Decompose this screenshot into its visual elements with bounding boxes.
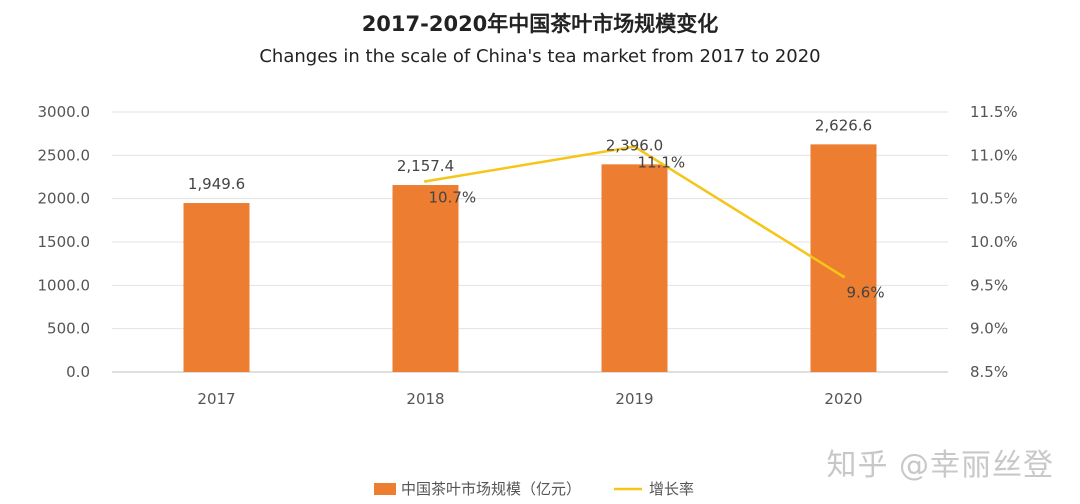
legend-bar-label: 中国茶叶市场规模（亿元）: [401, 480, 581, 498]
x-tick-label: 2020: [824, 390, 862, 408]
y-left-tick-label: 1500.0: [38, 233, 91, 251]
bar: [183, 203, 250, 372]
y-right-tick-label: 10.0%: [970, 233, 1018, 251]
x-tick-label: 2017: [197, 390, 235, 408]
y-right-tick-label: 11.0%: [970, 146, 1018, 164]
growth-rate-point: [424, 179, 427, 183]
bar: [392, 185, 459, 372]
y-left-tick-label: 0.0: [66, 363, 90, 381]
bar-data-label: 1,949.6: [188, 175, 245, 193]
y-left-tick-label: 2000.0: [38, 190, 91, 208]
legend-line-label: 增长率: [649, 480, 694, 498]
growth-rate-point: [633, 145, 636, 149]
growth-rate-point: [842, 275, 845, 279]
bar-data-label: 2,396.0: [606, 136, 663, 154]
bar: [601, 164, 668, 372]
bar-data-label: 2,626.6: [815, 116, 872, 134]
growth-rate-label: 10.7%: [429, 188, 477, 206]
growth-rate-label: 11.1%: [638, 154, 686, 172]
chart-title: 2017-2020年中国茶叶市场规模变化: [361, 12, 719, 36]
bar: [810, 144, 877, 372]
y-right-tick-label: 8.5%: [970, 363, 1008, 381]
bar-data-label: 2,157.4: [397, 157, 454, 175]
y-left-tick-label: 1000.0: [38, 276, 91, 294]
x-tick-label: 2019: [615, 390, 653, 408]
y-right-tick-label: 9.0%: [970, 320, 1008, 338]
y-left-tick-label: 3000.0: [38, 103, 91, 121]
y-left-tick-label: 2500.0: [38, 146, 91, 164]
y-left-tick-label: 500.0: [47, 320, 90, 338]
watermark: 知乎 @幸丽丝登: [826, 448, 1054, 483]
legend-bar-swatch: [374, 483, 396, 495]
y-right-tick-label: 11.5%: [970, 103, 1018, 121]
x-tick-label: 2018: [406, 390, 444, 408]
chart-subtitle: Changes in the scale of China's tea mark…: [259, 46, 821, 67]
growth-rate-label: 9.6%: [847, 284, 885, 302]
y-right-tick-label: 9.5%: [970, 276, 1008, 294]
y-right-tick-label: 10.5%: [970, 190, 1018, 208]
